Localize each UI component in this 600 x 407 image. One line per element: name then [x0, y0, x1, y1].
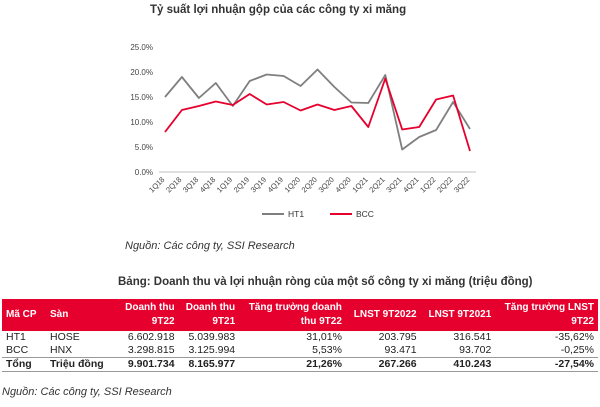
x-tick-label: 3Q19 — [249, 175, 268, 194]
legend-label-bcc: BCC — [356, 209, 374, 219]
cell-lnst-9t2022: 203.795 — [378, 331, 417, 343]
header-tang-truong-lnst: Tăng trưởng LNST 9T22 — [495, 299, 598, 331]
x-tick-label: 2Q19 — [232, 175, 251, 194]
table-header-row: Mã CP Sàn Doanh thu 9T22 Doanh thu 9T21 Tă… — [2, 299, 598, 331]
header-doanh-thu-9t21: Doanh thu 9T21 — [178, 299, 240, 331]
x-tick-label: 2Q22 — [435, 175, 454, 194]
table-title: Bảng: Doanh thu và lợi nhuận ròng của mộ… — [118, 276, 533, 288]
header-ma-cp: Mã CP — [2, 299, 46, 331]
table-source-note: Nguồn: Các công ty, SSI Research — [2, 386, 172, 398]
cell-total-lnst-9t2021: 410.243 — [420, 357, 496, 372]
x-tick-label: 2Q21 — [367, 175, 386, 194]
cell-revenue-9t21: 3.125.994 — [188, 344, 236, 356]
cell-lnst-growth: -0,25% — [560, 344, 594, 356]
cell-ticker: HT1 — [6, 331, 26, 343]
chart-title: Tỷ suất lợi nhuận gộp của các công ty xi… — [150, 4, 407, 16]
legend-label-ht1: HT1 — [288, 209, 304, 219]
cell-total-revenue-9t22: 9.901.734 — [118, 357, 179, 372]
cell-revenue-9t21: 5.039.983 — [188, 331, 236, 343]
header-lnst-9t2021: LNST 9T2021 — [420, 299, 496, 331]
x-tick-label: 1Q19 — [215, 175, 234, 194]
cell-total-label: Tổng — [2, 357, 46, 372]
table-total-row: Tổng Triệu đồng 9.901.734 8.165.977 21,2… — [2, 357, 598, 372]
series-line-ht1 — [164, 68, 471, 151]
cell-ticker: BCC — [6, 344, 29, 356]
table-row: BCC HNX 3.298.815 3.125.994 5,53% 93.471… — [2, 344, 598, 358]
x-tick-label: 1Q20 — [283, 175, 302, 194]
cell-total-revenue-growth: 21,26% — [239, 357, 346, 372]
x-tick-label: 2Q20 — [300, 175, 319, 194]
x-tick-label: 1Q18 — [147, 175, 166, 194]
x-tick-label: 3Q21 — [384, 175, 403, 194]
cell-exchange: HOSE — [50, 331, 80, 343]
revenue-profit-table: Mã CP Sàn Doanh thu 9T22 Doanh thu 9T21 Tă… — [2, 299, 598, 372]
cell-total-unit: Triệu đồng — [46, 357, 118, 372]
line-chart: 0.0% 5.0% 10.0% 15.0% 20.0% 25.0% 1Q182Q183Q18… — [130, 43, 476, 219]
x-tick-label: 3Q20 — [317, 175, 336, 194]
x-tick-label: 3Q18 — [181, 175, 200, 194]
cell-lnst-9t2021: 316.541 — [453, 331, 492, 343]
y-tick-label: 10.0% — [130, 118, 153, 127]
cell-total-revenue-9t21: 8.165.977 — [178, 357, 240, 372]
x-tick-label: 4Q20 — [333, 175, 352, 194]
cell-total-lnst-9t2022: 267.266 — [345, 357, 421, 372]
cell-lnst-growth: -35,62% — [554, 331, 594, 343]
y-tick-label: 25.0% — [130, 43, 153, 52]
cell-exchange: HNX — [50, 344, 73, 356]
series-line-bcc — [164, 77, 471, 152]
x-tick-label: 1Q22 — [418, 175, 437, 194]
cell-revenue-growth: 31,01% — [306, 331, 342, 343]
cell-revenue-9t22: 6.602.918 — [127, 331, 175, 343]
y-tick-label: 20.0% — [130, 68, 153, 77]
x-tick-label: 4Q19 — [266, 175, 285, 194]
x-tick-label: 4Q18 — [198, 175, 217, 194]
x-tick-label: 1Q21 — [350, 175, 369, 194]
header-doanh-thu-9t22: Doanh thu 9T22 — [118, 299, 179, 331]
y-tick-label: 0.0% — [135, 168, 153, 177]
x-tick-label: 4Q21 — [401, 175, 420, 194]
cell-total-lnst-growth: -27,54% — [495, 357, 598, 372]
x-tick-label: 2Q18 — [164, 175, 183, 194]
x-tick-label: 3Q22 — [452, 175, 471, 194]
chart-source-note: Nguồn: Các công ty, SSI Research — [125, 240, 295, 252]
header-san: Sàn — [46, 299, 118, 331]
header-tang-truong-doanh-thu: Tăng trưởng doanh thu 9T22 — [239, 299, 346, 331]
cell-revenue-growth: 5,53% — [312, 344, 342, 356]
header-lnst-9t2022: LNST 9T2022 — [345, 299, 421, 331]
y-tick-label: 15.0% — [130, 93, 153, 102]
cell-lnst-9t2021: 93.702 — [459, 344, 492, 356]
y-tick-label: 5.0% — [135, 143, 153, 152]
cell-lnst-9t2022: 93.471 — [384, 344, 417, 356]
table-row: HT1 HOSE 6.602.918 5.039.983 31,01% 203.… — [2, 331, 598, 344]
cell-revenue-9t22: 3.298.815 — [127, 344, 175, 356]
